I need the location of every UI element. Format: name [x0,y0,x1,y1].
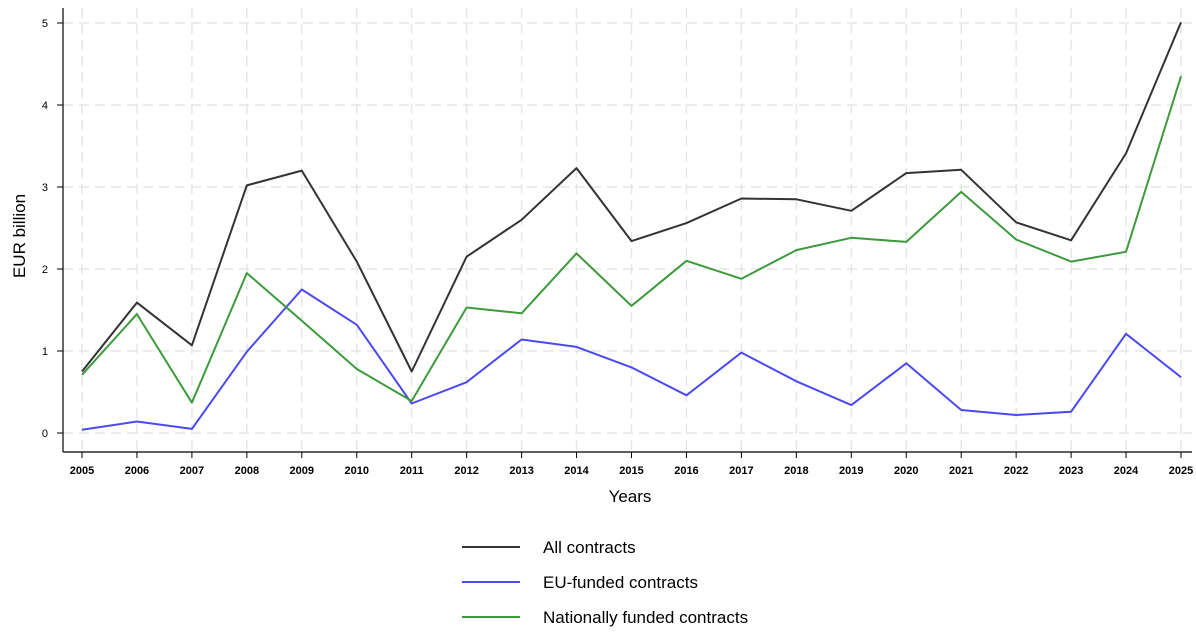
x-tick-label: 2019 [839,465,863,477]
legend-label: EU-funded contracts [543,573,698,592]
axes [62,8,1192,453]
x-tick-label: 2017 [729,465,753,477]
legend-label: All contracts [543,538,636,557]
series-line [81,21,1182,373]
x-tick-label: 2008 [235,465,259,477]
x-tick-label: 2024 [1114,465,1139,477]
x-tick-label: 2025 [1169,465,1193,477]
x-tick-label: 2009 [290,465,314,477]
legend: All contracts EU-funded contracts National… [462,538,748,627]
x-tick-label: 2021 [949,465,973,477]
y-tick-label: 1 [42,346,48,358]
x-tick-label: 2023 [1059,465,1083,477]
x-tick-label: 2014 [564,465,589,477]
y-tick-label: 2 [42,264,48,276]
x-tick-label: 2018 [784,465,808,477]
x-axis-title: Years [609,487,652,506]
y-tick-label: 5 [42,18,48,30]
x-tick-label: 2011 [400,465,424,477]
y-ticks: 0 1 2 3 4 5 [42,18,63,440]
y-tick-label: 4 [42,100,48,112]
series-lines [81,21,1182,431]
x-tick-label: 2016 [674,465,698,477]
x-ticks: 2005 2006 2007 2008 2009 2010 2011 2012 2013 2014… [70,452,1193,477]
series-line [81,288,1182,431]
legend-label: Nationally funded contracts [543,608,748,627]
x-tick-label: 2012 [454,465,478,477]
x-tick-label: 2022 [1004,465,1028,477]
x-tick-label: 2007 [180,465,204,477]
y-tick-label: 3 [42,182,48,194]
y-tick-label: 0 [42,428,48,440]
x-tick-label: 2005 [70,465,94,477]
x-tick-label: 2020 [894,465,918,477]
series-line [81,76,1182,404]
x-tick-label: 2006 [125,465,149,477]
x-tick-label: 2015 [619,465,643,477]
x-tick-label: 2013 [509,465,533,477]
x-tick-label: 2010 [345,465,369,477]
y-axis-title: EUR billion [10,194,29,278]
grid [63,8,1192,452]
